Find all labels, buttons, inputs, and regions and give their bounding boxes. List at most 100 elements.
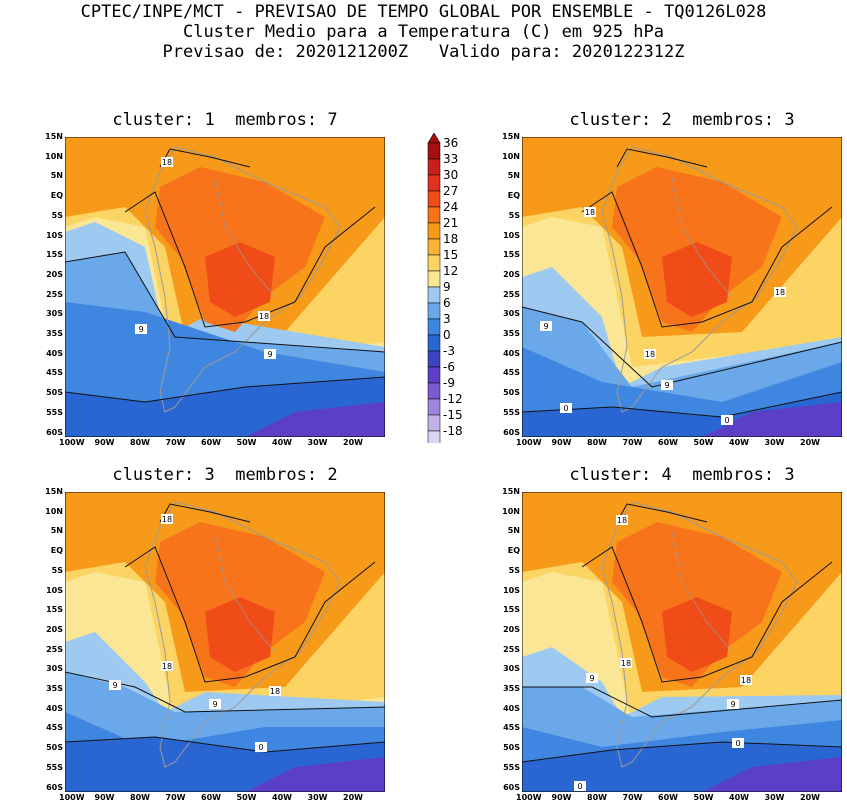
contour-label: 9	[543, 322, 548, 331]
lat-tick-label: 10S	[503, 230, 520, 240]
colorbar-label: 3	[443, 312, 451, 326]
colorbar-label: 24	[443, 200, 459, 214]
lat-tick-label: 20S	[503, 624, 520, 634]
lat-tick-label: 55S	[46, 762, 63, 772]
lat-tick-label: 30S	[503, 664, 520, 674]
lon-tick-label: 30W	[307, 793, 328, 802]
lon-tick-label: 60W	[658, 793, 678, 802]
lon-tick-label: 50W	[236, 793, 257, 802]
contour-label: 18	[645, 350, 655, 359]
lon-tick-label: 30W	[764, 438, 785, 447]
lat-tick-label: 15S	[46, 250, 63, 260]
lon-tick-label: 80W	[130, 793, 150, 802]
contour-label: 9	[589, 674, 594, 683]
lat-tick-label: 35S	[46, 329, 63, 338]
lat-tick-label: 25S	[46, 289, 63, 299]
lon-tick-label: 20W	[800, 793, 820, 802]
lat-tick-label: 20S	[503, 269, 520, 279]
lat-tick-label: 5N	[507, 171, 520, 181]
colorbar-label: 27	[443, 184, 459, 198]
contour-label: 18	[162, 515, 172, 524]
lat-tick-label: 5N	[507, 526, 520, 536]
lon-tick-label: 70W	[165, 793, 186, 802]
colorbar-swatch	[427, 286, 441, 304]
lon-tick-label: 100W	[59, 438, 85, 447]
panel-title-3: cluster: 3 membros: 2	[112, 465, 338, 485]
lon-tick-label: 90W	[94, 793, 115, 802]
colorbar-swatch	[427, 302, 441, 320]
lon-tick-label: 60W	[201, 438, 221, 447]
colorbar-label: 9	[443, 280, 451, 294]
colorbar-label: 30	[443, 168, 459, 182]
lon-tick-label: 60W	[201, 793, 221, 802]
lon-tick-label: 50W	[693, 793, 714, 802]
colorbar-swatch	[427, 270, 441, 288]
contour-label: 18	[259, 312, 269, 321]
colorbar-swatch	[427, 414, 441, 432]
lon-tick-label: 70W	[165, 438, 186, 447]
lat-tick-label: EQ	[50, 546, 63, 556]
colorbar-label: 0	[443, 328, 451, 342]
lat-tick-label: 35S	[503, 329, 520, 338]
lat-tick-label: 5S	[508, 210, 520, 220]
lat-tick-label: EQ	[507, 546, 520, 556]
colorbar-swatch	[427, 238, 441, 256]
contour-label: 18	[621, 659, 631, 668]
temperature-map-4: 18 18 9 18 9 0 0	[522, 492, 842, 792]
lon-tick-label: 80W	[587, 793, 607, 802]
lat-tick-label: 15N	[45, 487, 63, 496]
lon-tick-label: 80W	[130, 438, 150, 447]
lat-tick-label: 5S	[508, 565, 520, 575]
colorbar-label: -3	[443, 344, 455, 358]
lat-tick-label: 45S	[46, 368, 63, 378]
lat-tick-label: 5N	[50, 171, 63, 181]
map-panel-4: 18 18 9 18 9 0 0	[522, 492, 842, 792]
lat-tick-label: 5S	[51, 565, 63, 575]
lat-tick-label: EQ	[507, 191, 520, 201]
lat-tick-label: 35S	[503, 684, 520, 693]
lat-tick-label: 10S	[503, 585, 520, 595]
colorbar-swatch	[427, 174, 441, 192]
contour-label: 9	[267, 350, 272, 359]
lat-tick-label: 40S	[46, 348, 63, 358]
contour-label: 0	[724, 416, 729, 425]
lat-tick-label: 10N	[45, 151, 63, 161]
colorbar-swatch	[427, 190, 441, 208]
colorbar-label: -15	[443, 408, 463, 422]
lon-tick-label: 60W	[658, 438, 678, 447]
lon-tick-label: 90W	[551, 793, 572, 802]
lat-tick-label: 5S	[51, 210, 63, 220]
lat-tick-label: 15N	[502, 132, 520, 141]
lon-tick-label: 50W	[693, 438, 714, 447]
lat-tick-label: 40S	[46, 703, 63, 713]
contour-label: 18	[585, 208, 595, 217]
lat-tick-label: 15S	[46, 605, 63, 615]
lat-tick-label: 25S	[503, 289, 520, 299]
lat-tick-label: 20S	[46, 269, 63, 279]
colorbar-label: 12	[443, 264, 459, 278]
contour-label: 0	[563, 404, 568, 413]
lat-tick-label: 60S	[46, 427, 63, 437]
lat-tick-label: 55S	[46, 407, 63, 417]
lat-tick-label: 60S	[503, 782, 520, 792]
lat-tick-label: 35S	[46, 684, 63, 693]
map-panel-2: 18 18 9 18 9 0 0	[522, 137, 842, 437]
lat-tick-label: 30S	[46, 309, 63, 319]
contour-label: 9	[138, 325, 143, 334]
contour-label: 9	[730, 700, 735, 709]
lat-tick-label: 60S	[503, 427, 520, 437]
lat-tick-label: 10N	[45, 506, 63, 516]
title-line-2: Cluster Medio para a Temperatura (C) em …	[182, 22, 665, 42]
contour-label: 18	[162, 158, 172, 167]
temperature-map-3: 18 18 9 18 9 0	[65, 492, 385, 792]
title-line-1: CPTEC/INPE/MCT - PREVISAO DE TEMPO GLOBA…	[80, 2, 767, 22]
lat-tick-label: 50S	[503, 388, 520, 398]
lon-tick-label: 30W	[307, 438, 328, 447]
lat-tick-label: 55S	[503, 407, 520, 417]
lat-tick-label: 30S	[503, 309, 520, 319]
contour-label: 18	[775, 288, 785, 297]
lon-tick-label: 40W	[272, 793, 292, 802]
colorbar-swatch	[427, 334, 441, 352]
lat-tick-label: 10S	[46, 585, 63, 595]
colorbar-label: 21	[443, 216, 459, 230]
